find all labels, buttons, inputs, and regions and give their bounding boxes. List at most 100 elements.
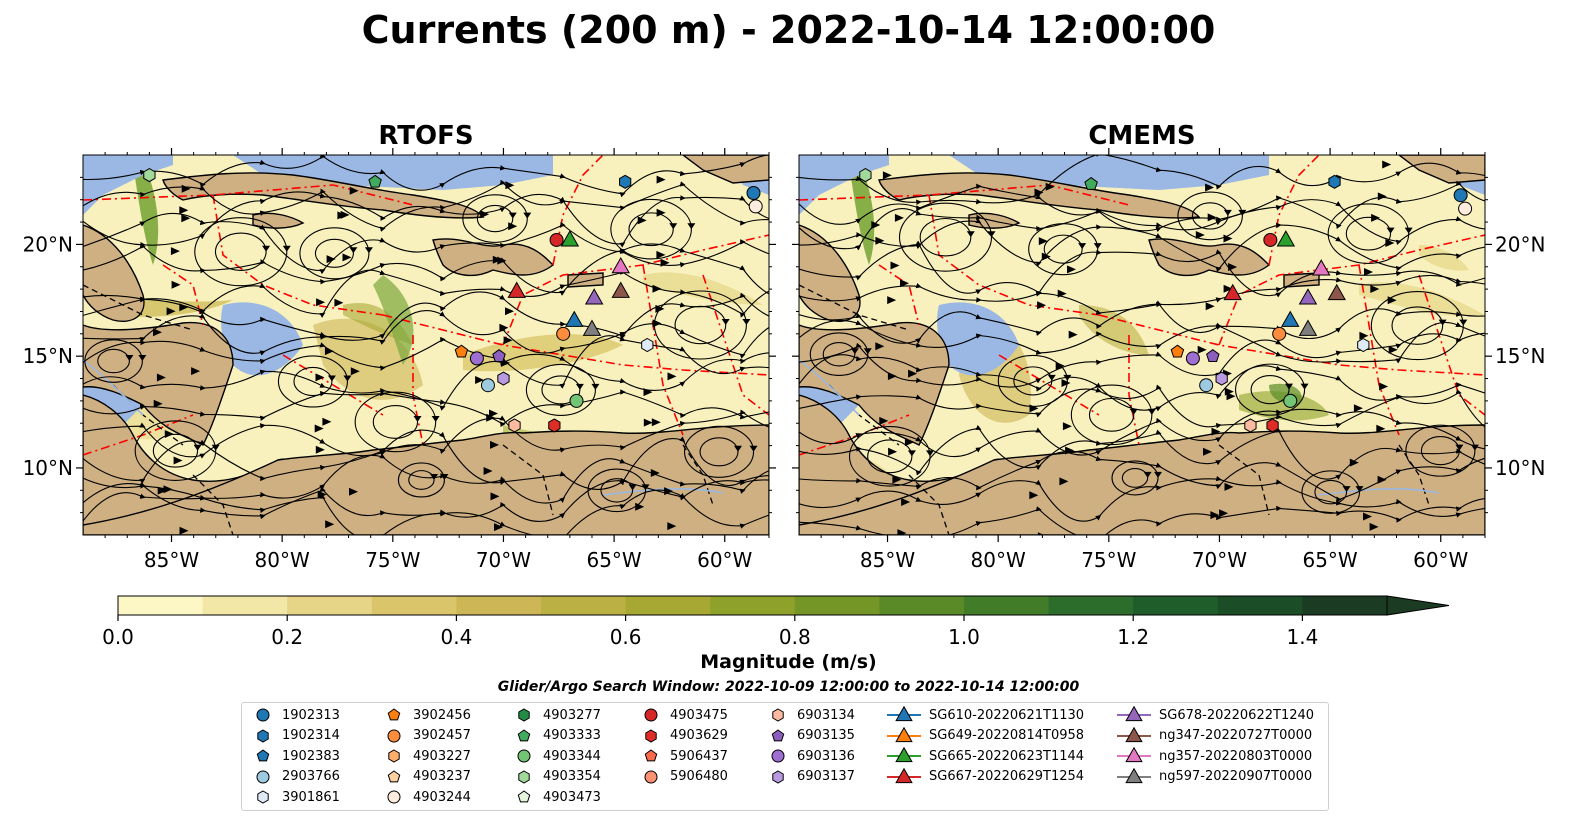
- streamline-arrow: [1210, 511, 1220, 520]
- colorbar-tick-label: 0.8: [779, 625, 811, 649]
- colorbar-bin: [964, 596, 1050, 615]
- legend-label: 5906480: [670, 769, 728, 784]
- streamline-arrow: [1068, 330, 1078, 339]
- triangle-marker-icon: [887, 767, 921, 783]
- hexagon-marker-icon: [388, 749, 400, 763]
- legend-item: SG667-20220629T1254: [887, 767, 1084, 787]
- legend-label: 4903227: [413, 748, 471, 764]
- legend-item: 4903629: [640, 726, 728, 746]
- legend-item: 2903766: [252, 767, 340, 787]
- streamline-arrow: [179, 303, 189, 312]
- streamline-arrow: [1228, 263, 1238, 271]
- flow-streamline: [83, 429, 769, 490]
- legend-label: 1902313: [282, 707, 340, 723]
- streamline-arrow: [1205, 302, 1215, 311]
- hexagon-marker-icon: [518, 769, 530, 784]
- legend-label: 5906437: [670, 748, 728, 764]
- legend-item: 1902313: [252, 705, 340, 725]
- streamline-arrow: [1364, 268, 1373, 276]
- lon-tick-label: 60°W: [1413, 548, 1468, 572]
- platform-ng597-20220907T0000: [582, 319, 602, 336]
- colorbar-tick-label: 0.4: [440, 625, 472, 649]
- legend-item: ng347-20220727T0000: [1117, 726, 1312, 746]
- hexagon-marker-icon: [645, 728, 657, 743]
- rtofs-map[interactable]: 85°W 80°W 75°W 70°W 65°W 60°W 20°N 15°N 10°N: [23, 148, 803, 572]
- streamline-arrow: [315, 445, 325, 454]
- platform-3901861: [1357, 337, 1370, 353]
- platform-3902457: [556, 326, 571, 341]
- triangle-marker-icon: [1117, 767, 1151, 783]
- pentagon-marker-icon: [517, 790, 531, 803]
- streamline-arrow: [1377, 192, 1387, 201]
- legend-item: 4903237: [383, 767, 471, 787]
- streamline-arrow: [900, 279, 909, 288]
- legend-label: 1902314: [282, 728, 340, 743]
- streamline-arrow: [1067, 265, 1076, 274]
- lon-tick-label: 70°W: [476, 548, 531, 572]
- streamline-arrow: [1387, 296, 1397, 305]
- platform-SG610-20220621T1130: [1281, 310, 1300, 327]
- legend-marker: [645, 728, 657, 743]
- platform-ng357-20220803T0000: [1311, 259, 1331, 276]
- legend-label: SG649-20220814T0958: [929, 728, 1085, 743]
- platform-4903475: [1263, 232, 1278, 247]
- platform-SG678-20220622T1240: [584, 288, 604, 305]
- legend-label: ng357-20220803T0000: [1159, 748, 1313, 764]
- legend-label: 4903344: [543, 748, 601, 764]
- legend-label: 4903475: [670, 707, 728, 723]
- legend-marker: [518, 708, 530, 722]
- streamline-arrow: [882, 171, 892, 180]
- colorbar-bin: [371, 596, 457, 615]
- streamline-arrow: [340, 210, 350, 219]
- streamline-arrow: [156, 373, 166, 382]
- legend-marker: [517, 790, 531, 803]
- pentagon-marker-icon: [387, 708, 401, 721]
- circle-marker-icon: [644, 708, 658, 722]
- legend-marker: [256, 770, 270, 783]
- platform-4903344: [1283, 393, 1298, 408]
- legend-label: ng597-20220907T0000: [1159, 769, 1313, 784]
- streamline-arrow: [749, 445, 758, 452]
- legend-label: 6903134: [797, 707, 855, 723]
- figure-title: Currents (200 m) - 2022-10-14 12:00:00: [361, 8, 1216, 52]
- streamline-arrow: [1226, 392, 1236, 401]
- streamline-arrow: [494, 523, 503, 532]
- streamline-arrow: [1369, 522, 1379, 531]
- platform-6903137: [497, 371, 510, 386]
- pentagon-marker-icon: [644, 749, 658, 762]
- streamline-arrow: [1388, 345, 1398, 354]
- legend-marker: [256, 749, 270, 762]
- legend-label: 1902383: [282, 748, 340, 764]
- colorbar-frame: [117, 595, 1388, 616]
- streamline-arrow: [1223, 284, 1233, 293]
- platform-6903135: [1206, 349, 1220, 362]
- legend-item: 4903473: [513, 787, 601, 807]
- colorbar-extend-arrow: [1386, 595, 1450, 616]
- legend-marker: [257, 728, 269, 743]
- platform-4903629: [548, 418, 561, 433]
- hexagon-marker-icon: [518, 708, 530, 722]
- legend-item: 4903354: [513, 767, 601, 787]
- lon-tick-label: 75°W: [1081, 548, 1136, 572]
- circle-marker-icon: [256, 770, 270, 783]
- legend-item: 1902383: [252, 746, 340, 766]
- cmems-map[interactable]: 85°W 80°W 75°W 70°W 65°W 60°W 20°N 15°N 10°N: [792, 148, 1545, 572]
- streamlines: [799, 155, 1485, 535]
- legend-marker: [895, 726, 913, 742]
- platform-ng347-20220727T0000: [1327, 283, 1346, 301]
- legend-item: 4903344: [513, 746, 601, 766]
- lon-tick-label: 70°W: [1192, 548, 1247, 572]
- legend-label: 3902457: [413, 728, 471, 743]
- legend-marker: [387, 708, 401, 721]
- streamline-arrow: [652, 284, 662, 293]
- platform-2903766: [1199, 378, 1214, 393]
- legend-marker: [387, 729, 401, 742]
- streamline-arrow: [1037, 301, 1047, 310]
- platform-3901861: [641, 337, 654, 353]
- legend-marker: [518, 769, 530, 784]
- hexagon-marker-icon: [772, 708, 784, 722]
- legend-label: 4903277: [543, 707, 601, 723]
- platform-markers: [859, 168, 1473, 433]
- legend-label: SG665-20220623T1144: [929, 748, 1085, 764]
- legend-marker: [895, 767, 913, 783]
